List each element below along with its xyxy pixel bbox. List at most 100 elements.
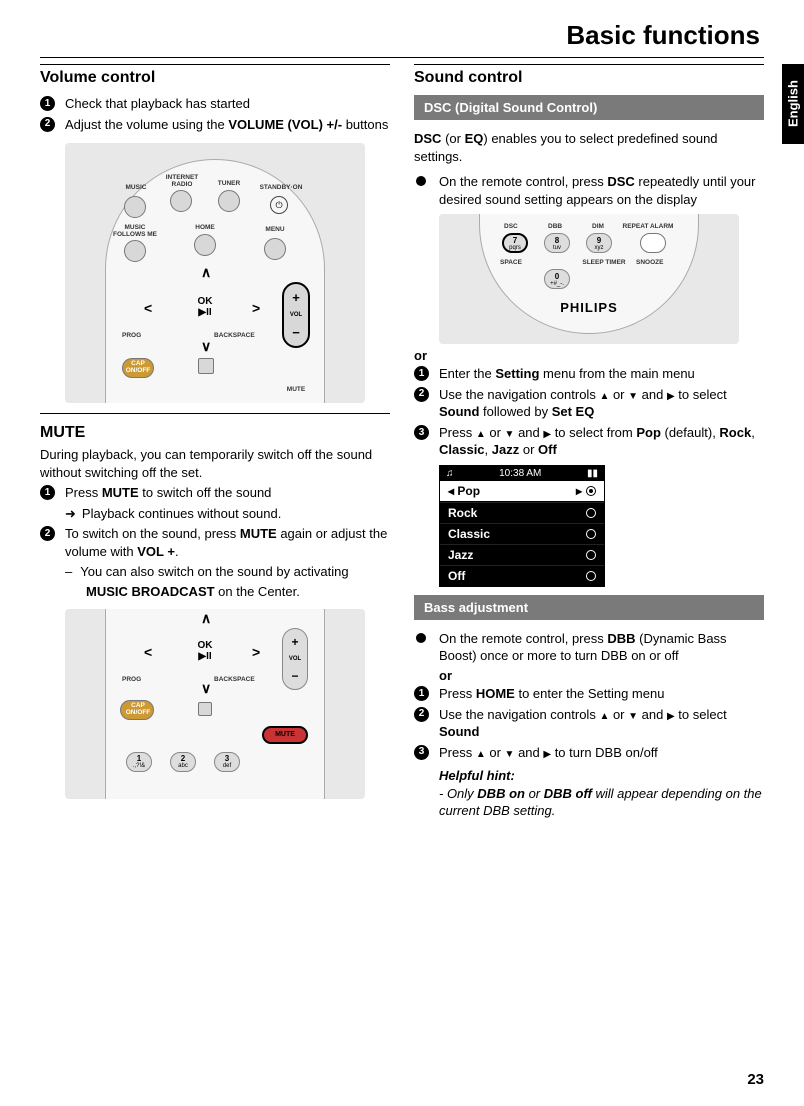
remote-button <box>264 238 286 260</box>
step-text: Press ▲ or ▼ and ▶ to select from Pop (d… <box>439 424 764 459</box>
step-text: Press MUTE to switch off the sound <box>65 484 390 502</box>
step-number-icon: 1 <box>414 366 429 381</box>
numkey-8: 8tuv <box>544 233 570 253</box>
top-divider <box>40 57 764 58</box>
remote-label: CAP ON/OFF <box>120 360 156 374</box>
bullet-item: On the remote control, press DSC repeate… <box>414 173 764 208</box>
step-text: Use the navigation controls ▲ or ▼ and ▶… <box>439 706 764 741</box>
numkey-9: 9xyz <box>586 233 612 253</box>
numkey-3: 3def <box>214 752 240 772</box>
lcd-time: 10:38 AM <box>460 468 581 479</box>
signal-icon: ▮▮ <box>587 468 598 479</box>
remote-label: SPACE <box>500 259 522 266</box>
right-chevron-icon: > <box>252 300 260 316</box>
section-divider <box>40 64 390 65</box>
lcd-selected-row: ◂ Pop ▸ <box>440 481 604 502</box>
right-chevron-icon: > <box>252 644 260 660</box>
lcd-item-text: Off <box>448 569 465 583</box>
remote-label: PROG <box>122 332 141 339</box>
bullet-text: On the remote control, press DSC repeate… <box>439 173 764 208</box>
mute-heading: MUTE <box>40 424 390 442</box>
remote-label: SNOOZE <box>636 259 663 266</box>
left-chevron-icon: < <box>144 300 152 316</box>
section-divider <box>414 64 764 65</box>
music-note-icon: ♫ <box>446 468 454 479</box>
remote-label: MUSIC FOLLOWS ME <box>110 224 160 238</box>
right-column: Sound control DSC (Digital Sound Control… <box>414 62 764 820</box>
numkey-2: 2abc <box>170 752 196 772</box>
step-number-icon: 1 <box>414 686 429 701</box>
remote-button <box>194 234 216 256</box>
remote-label: DSC <box>504 223 518 230</box>
step-number-icon: 2 <box>414 707 429 722</box>
radio-icon <box>586 529 596 539</box>
play-pause-icon: ▶II <box>198 307 211 318</box>
lcd-menu-item: Jazz <box>440 544 604 565</box>
step-arrow-sub: Playback continues without sound. <box>65 505 390 523</box>
ok-text: OK <box>198 640 213 651</box>
step-text: Check that playback has started <box>65 95 390 113</box>
step-text: Press HOME to enter the Setting menu <box>439 685 764 703</box>
step-number-icon: 1 <box>40 485 55 500</box>
lcd-header-text: Pop <box>457 484 480 498</box>
numkey-1: 1.,?!& <box>126 752 152 772</box>
remote-label: MUTE <box>276 386 316 393</box>
step-item: 1 Enter the Setting menu from the main m… <box>414 365 764 383</box>
lcd-item-text: Jazz <box>448 548 473 562</box>
down-chevron-icon: ∨ <box>201 338 211 355</box>
lcd-status-bar: ♫ 10:38 AM ▮▮ <box>440 466 604 481</box>
step-number-icon: 2 <box>40 526 55 541</box>
step-number-icon: 3 <box>414 425 429 440</box>
remote-label: INTERNET RADIO <box>158 174 206 188</box>
remote-label: HOME <box>184 224 226 231</box>
play-pause-icon: ▶II <box>198 651 211 662</box>
or-label: or <box>439 668 764 683</box>
step-item: 1 Check that playback has started <box>40 95 390 113</box>
lcd-menu-item: Rock <box>440 502 604 523</box>
left-triangle-icon: ◂ Pop <box>448 484 480 498</box>
device-lcd-figure: ♫ 10:38 AM ▮▮ ◂ Pop ▸ Rock Classic Jazz … <box>439 465 605 587</box>
remote-figure-mute: ∧ < > ∨ OK ▶II + VOL − PROG BACKSPACE CA… <box>65 609 365 799</box>
radio-icon <box>586 550 596 560</box>
hint-block: Helpful hint: - Only DBB on or DBB off w… <box>439 767 764 820</box>
language-tab: English <box>782 64 804 144</box>
remote-label: MUSIC <box>116 184 156 191</box>
down-chevron-icon: ∨ <box>201 680 211 697</box>
remote-label: MENU <box>254 226 296 233</box>
step-item: 3 Press ▲ or ▼ and ▶ to select from Pop … <box>414 424 764 459</box>
hint-title: Helpful hint: <box>439 767 764 785</box>
remote-label: DIM <box>592 223 604 230</box>
bullet-item: On the remote control, press DBB (Dynami… <box>414 630 764 665</box>
left-column: Volume control 1 Check that playback has… <box>40 62 390 820</box>
step-item: 1 Press HOME to enter the Setting menu <box>414 685 764 703</box>
page-title: Basic functions <box>40 20 764 51</box>
remote-label: BACKSPACE <box>214 676 255 683</box>
ok-label: OK ▶II <box>190 640 220 662</box>
step-number-icon: 1 <box>40 96 55 111</box>
step-text: Press ▲ or ▼ and ▶ to turn DBB on/off <box>439 744 764 762</box>
bass-subheader: Bass adjustment <box>414 595 764 620</box>
radio-icon <box>586 571 596 581</box>
ok-label: OK ▶II <box>190 296 220 318</box>
lcd-header-right: ▸ <box>576 484 596 498</box>
stop-icon <box>198 702 212 716</box>
step-item: 3 Press ▲ or ▼ and ▶ to turn DBB on/off <box>414 744 764 762</box>
remote-label: CAP ON/OFF <box>120 702 156 716</box>
remote-label: DBB <box>548 223 562 230</box>
remote-label: SLEEP TIMER <box>580 259 628 266</box>
left-chevron-icon: < <box>144 644 152 660</box>
remote-button <box>640 233 666 253</box>
remote-label: PROG <box>122 676 141 683</box>
dash-text: You can also switch on the sound by acti… <box>80 564 348 579</box>
remote-button <box>124 196 146 218</box>
step-number-icon: 3 <box>414 745 429 760</box>
remote-button <box>170 190 192 212</box>
step-text: Adjust the volume using the VOLUME (VOL)… <box>65 116 390 134</box>
step-dash-sub: You can also switch on the sound by acti… <box>65 563 390 581</box>
volume-rocker: + VOL − <box>282 628 308 690</box>
vol-plus: + <box>291 635 298 649</box>
remote-label: STANDBY·ON <box>254 184 308 191</box>
up-chevron-icon: ∧ <box>201 610 211 627</box>
section-divider <box>40 413 390 414</box>
remote-body: DSC DBB DIM REPEAT ALARM 7pqrs 8tuv 9xyz… <box>479 214 699 334</box>
